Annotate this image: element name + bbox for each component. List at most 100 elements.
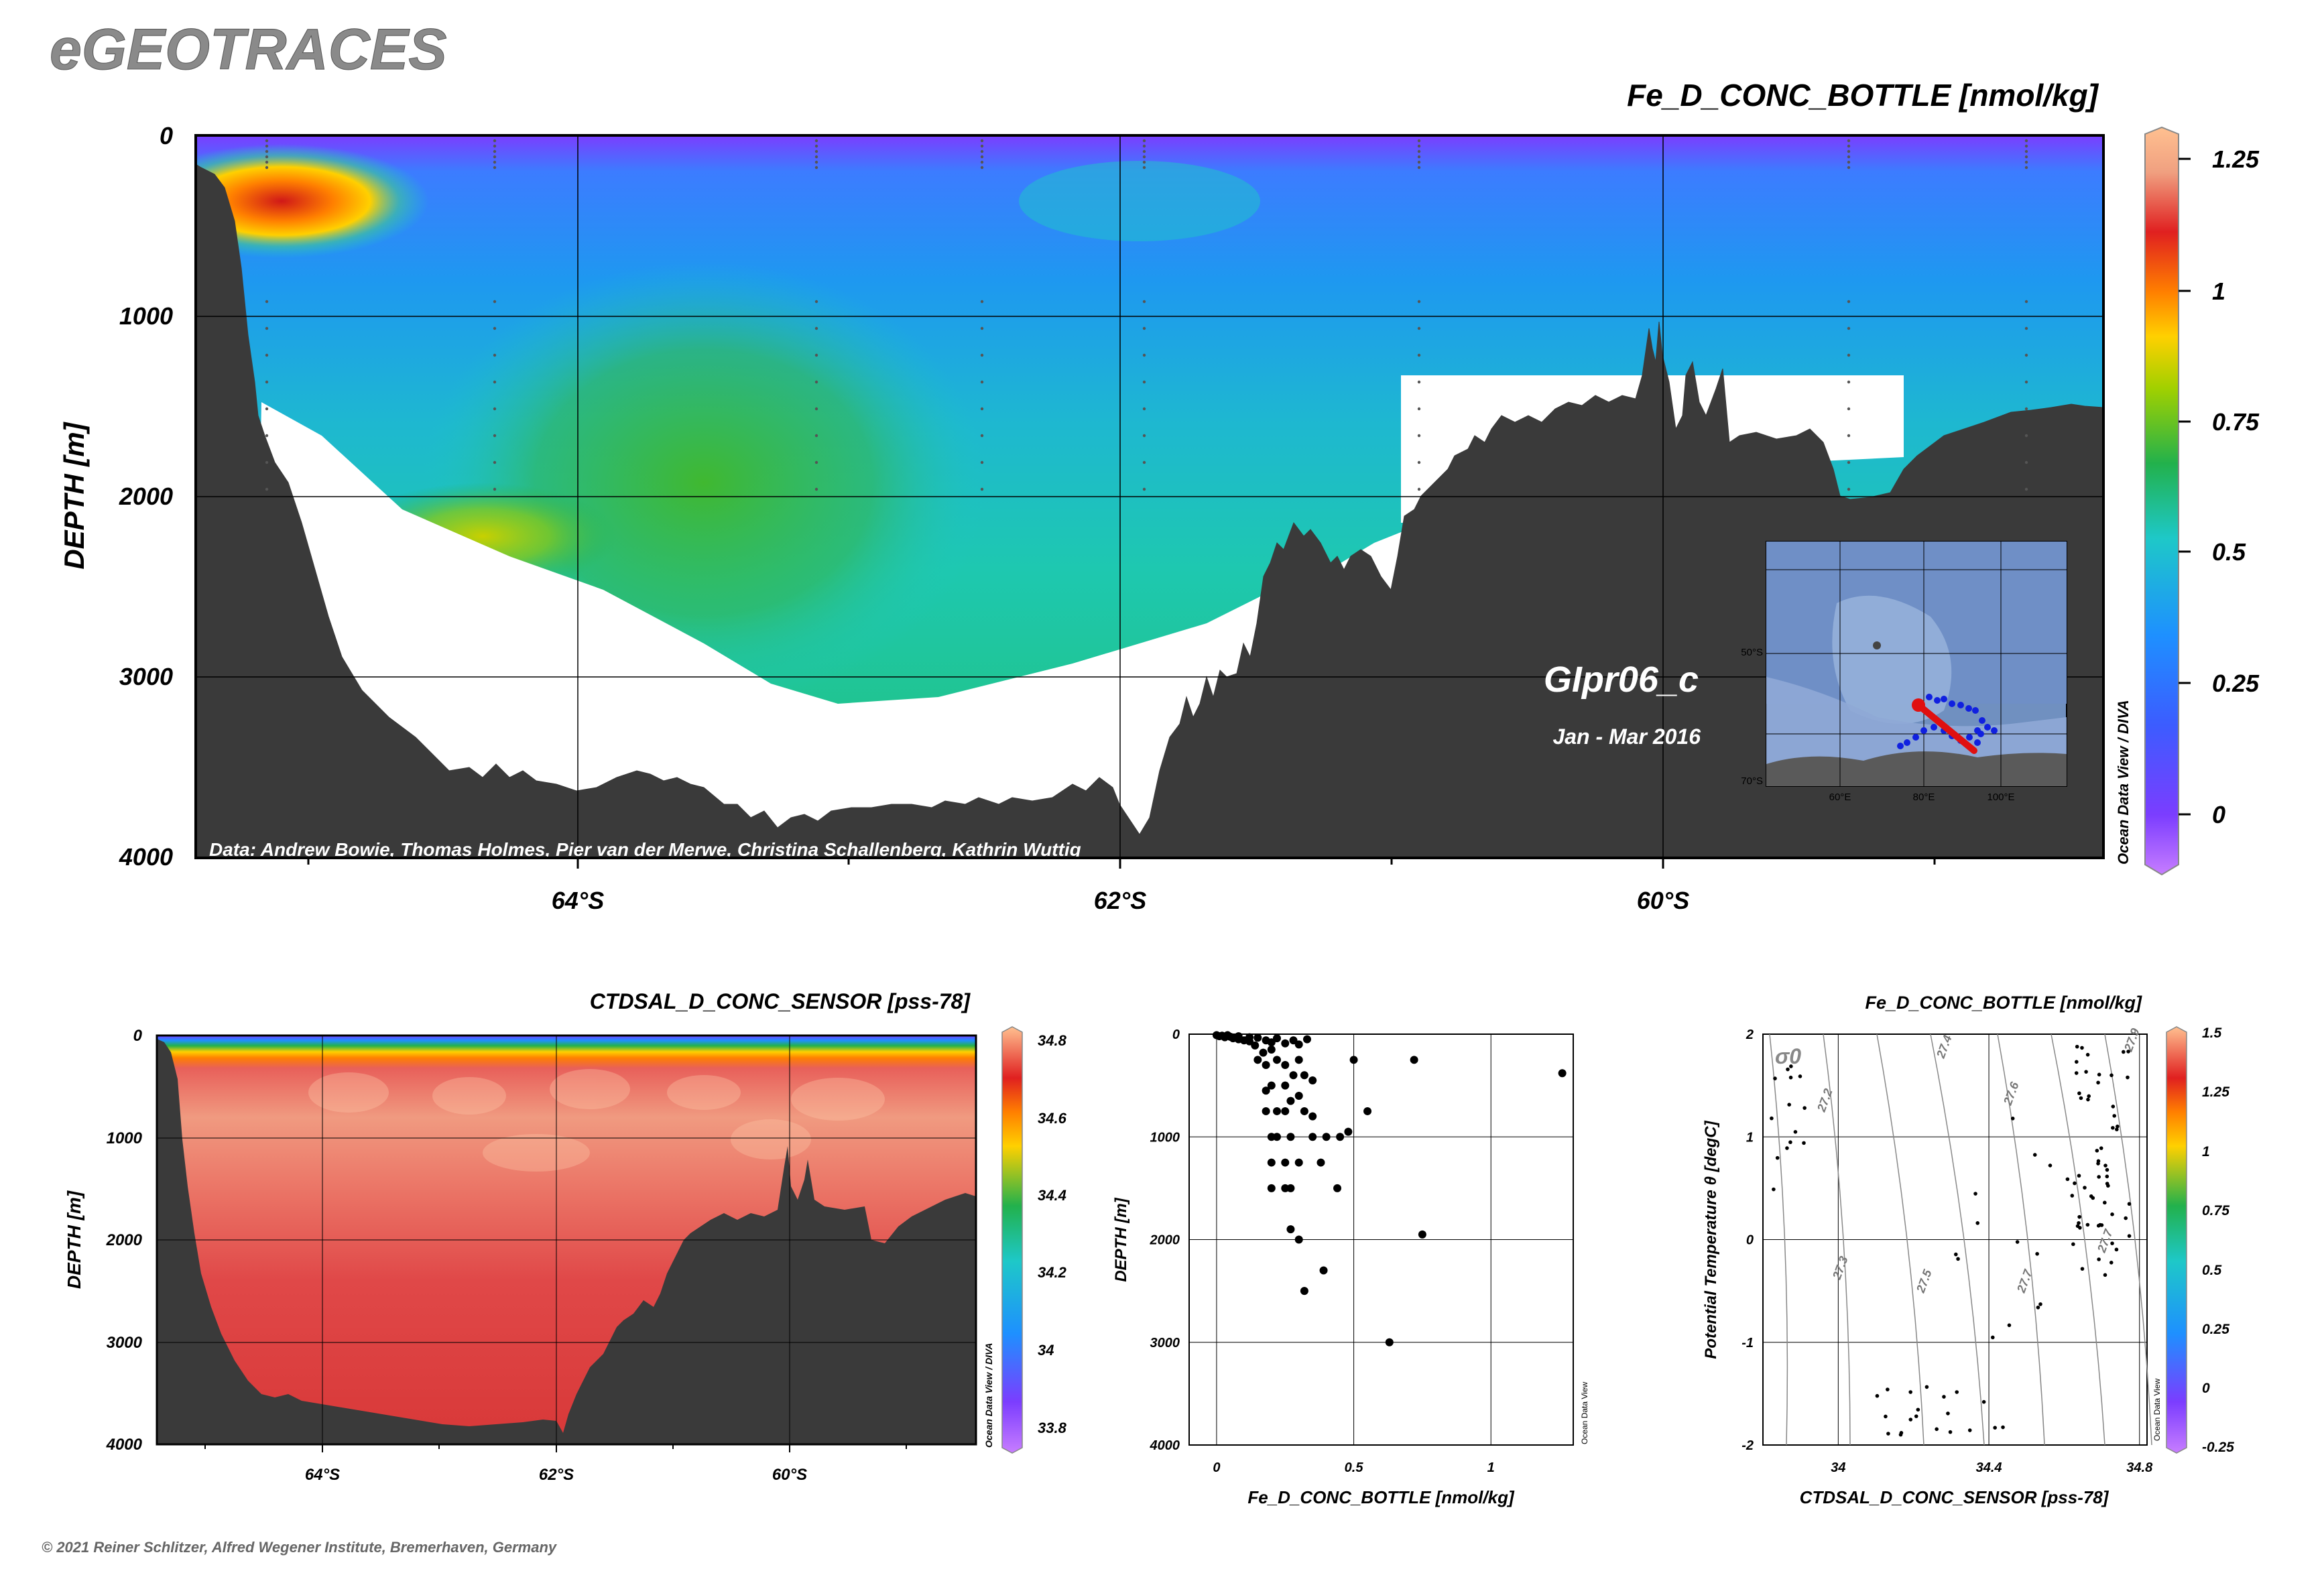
ts-point <box>1924 1385 1929 1389</box>
station-sample-dot <box>2024 149 2028 153</box>
isopycnal-line <box>1823 1033 1851 1446</box>
main-yticks: 0 1000 2000 3000 4000 <box>119 122 173 871</box>
ts-point <box>1789 1064 1793 1068</box>
field-hot-spot <box>196 144 429 258</box>
map-station-dot <box>1974 739 1981 746</box>
station-sample-dot <box>1417 353 1421 357</box>
ts-point <box>2077 1091 2081 1096</box>
map-lon-label-80: 80°E <box>1913 792 1935 803</box>
station-sample-dot <box>2024 155 2028 159</box>
ts-point <box>2111 1105 2116 1109</box>
ts-ytick: -1 <box>1741 1336 1754 1351</box>
ts-point <box>2035 1251 2039 1256</box>
fe-depth-point <box>1267 1045 1276 1054</box>
salinity-grid <box>157 1035 976 1444</box>
ts-cbar-tick: 0.25 <box>2202 1322 2229 1337</box>
station-sample-dot <box>814 326 818 330</box>
station-sample-dot <box>2024 300 2028 304</box>
salinity-cbar-tick: 33.8 <box>1038 1420 1067 1436</box>
ts-point <box>2122 1050 2126 1054</box>
salinity-xtick: 62°S <box>539 1466 574 1484</box>
isopycnal-label: 27.3 <box>1830 1255 1851 1282</box>
main-xtick: 64°S <box>552 887 604 914</box>
fe-depth-xtick: 0.5 <box>1345 1460 1364 1475</box>
salinity-plot-frame <box>156 1034 977 1446</box>
map-lon-label-100: 100°E <box>1987 792 2014 803</box>
data-credit: Data: Andrew Bowie, Thomas Holmes, Pier … <box>209 839 1081 860</box>
ts-point <box>2084 1070 2088 1074</box>
fe-depth-point <box>1281 1039 1290 1048</box>
ts-point <box>2080 1267 2085 1271</box>
map-station-dot <box>1926 694 1933 700</box>
map-station-dot <box>1977 731 1984 737</box>
ts-point <box>1955 1390 1959 1394</box>
ts-ytick: 1 <box>1746 1130 1754 1145</box>
station-sample-dot <box>2024 353 2028 357</box>
station-sample-dot <box>493 155 497 159</box>
ts-point <box>2087 1094 2091 1099</box>
ts-point <box>2080 1046 2084 1050</box>
fe-depth-ytick: 2000 <box>1150 1233 1180 1248</box>
fe-depth-point <box>1308 1112 1317 1121</box>
station-sample-dot <box>265 149 269 153</box>
fe-depth-point <box>1272 1133 1281 1141</box>
station-sample-dot <box>2024 487 2028 491</box>
ts-point <box>2086 1097 2090 1102</box>
salinity-yticks: 0 1000 2000 3000 4000 <box>106 1027 143 1454</box>
ts-point <box>1802 1106 1807 1110</box>
fe-depth-point <box>1286 1096 1295 1105</box>
ts-point <box>2001 1425 2005 1430</box>
map-station-dot <box>1957 702 1964 708</box>
fe-depth-point <box>1245 1033 1254 1042</box>
station-sample-dot <box>493 139 497 143</box>
main-ytick: 1000 <box>119 302 173 330</box>
main-colorbar-ticks: 1.25 1 0.75 0.5 0.25 0 <box>2212 145 2260 828</box>
main-ylabel: DEPTH [m] <box>58 421 90 569</box>
ts-xtick: 34 <box>1831 1460 1845 1475</box>
ts-point <box>2103 1200 2107 1205</box>
ts-point <box>1793 1130 1798 1134</box>
station-sample-dot <box>265 300 269 304</box>
station-sample-dot <box>980 460 984 464</box>
station-sample-dot <box>1847 407 1851 411</box>
cruise-label: GIpr06_c <box>1544 660 1699 700</box>
station-sample-dot <box>980 300 984 304</box>
salinity-variable-title: CTDSAL_D_CONC_SENSOR [pss-78] <box>590 989 971 1013</box>
ts-point <box>1775 1155 1780 1160</box>
station-sample-dot <box>265 353 269 357</box>
ts-point <box>1770 1116 1774 1121</box>
fe-depth-point <box>1234 1032 1243 1041</box>
station-sample-dot <box>493 149 497 153</box>
station-sample-dot <box>814 300 818 304</box>
ts-point <box>2112 1114 2117 1118</box>
ts-cbar-tick: 1.5 <box>2202 1025 2222 1041</box>
isopycnal-label: 27.9 <box>2122 1027 2142 1054</box>
fe-depth-point <box>1259 1048 1268 1057</box>
ts-point <box>2048 1164 2053 1168</box>
fe-depth-point <box>1294 1158 1303 1167</box>
ts-point <box>1981 1399 1986 1404</box>
fe-depth-ytick: 0 <box>1172 1027 1180 1042</box>
main-cbar-tick: 0.5 <box>2212 538 2246 566</box>
station-sample-dot <box>1417 155 1421 159</box>
isopycnal-label: 27.4 <box>1934 1033 1955 1061</box>
app-title: eGEOTRACES <box>50 17 447 82</box>
station-sample-dot <box>1847 434 1851 438</box>
main-cbar-tick: 0.75 <box>2212 408 2260 436</box>
station-sample-dot <box>493 144 497 148</box>
salinity-xticks: 64°S 62°S 60°S <box>305 1466 807 1484</box>
ts-point <box>2036 1305 2040 1310</box>
salinity-odv-label: Ocean Data View / DIVA <box>983 1343 994 1448</box>
salinity-cbar-tick: 34 <box>1038 1342 1054 1359</box>
main-section-plot: Fe_D_CONC_BOTTLE [nmol/kg] <box>58 78 2260 914</box>
station-sample-dot <box>980 139 984 143</box>
map-lon-label-60: 60°E <box>1829 792 1851 803</box>
station-sample-dot <box>1142 144 1146 148</box>
main-ytick: 0 <box>160 122 173 149</box>
fe-depth-point <box>1319 1266 1328 1275</box>
fe-depth-point <box>1308 1076 1317 1084</box>
fe-depth-point <box>1272 1034 1281 1043</box>
main-cbar-tick: 0 <box>2212 801 2225 828</box>
ts-sigma-label: σ0 <box>1775 1044 1801 1068</box>
